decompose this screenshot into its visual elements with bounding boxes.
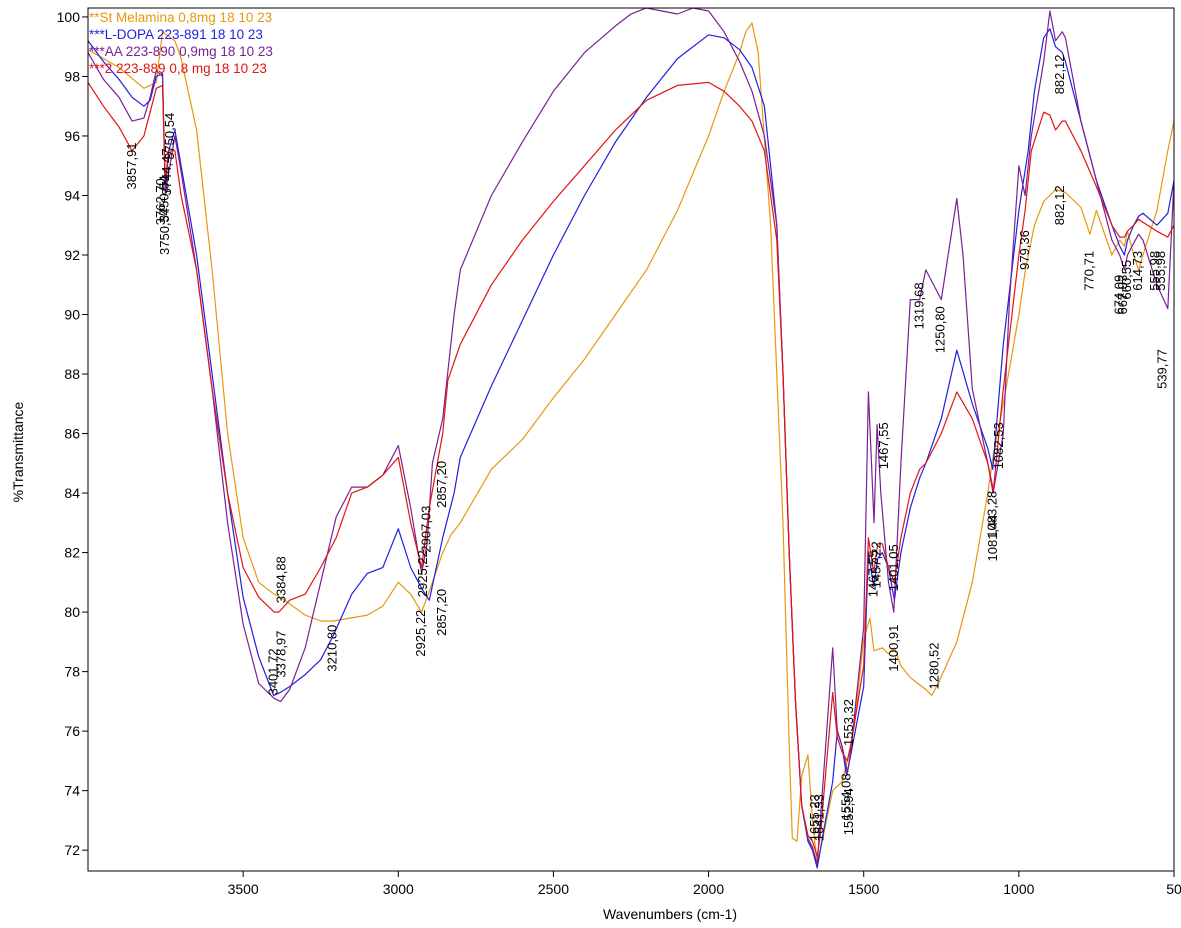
series-lines <box>88 8 1174 869</box>
peak-label: 2857,20 <box>434 589 449 636</box>
peak-label: 539,77 <box>1155 349 1170 389</box>
peak-label: 1319,68 <box>911 282 926 329</box>
y-tick-label: 84 <box>64 485 80 501</box>
peak-label: 1553,32 <box>841 699 856 746</box>
peak-label: 555,98 <box>1153 251 1168 291</box>
y-tick-label: 88 <box>64 366 80 382</box>
y-tick-label: 82 <box>64 545 80 561</box>
peak-label: 3762,70 <box>153 178 168 225</box>
series-line <box>88 22 1174 866</box>
series-line <box>88 28 1174 869</box>
x-axis-title: Wavenumbers (cm-1) <box>603 906 737 922</box>
x-tick-label: 50 <box>1166 881 1181 897</box>
x-tick-label: 2500 <box>538 881 569 897</box>
legend-entry: ***2 223-889 0,8 mg 18 10 23 <box>89 61 267 76</box>
peak-label: 2925,22 <box>415 550 430 597</box>
peak-label: 882,12 <box>1052 185 1067 225</box>
y-tick-label: 96 <box>64 128 80 144</box>
peak-label: 1467,55 <box>865 550 880 597</box>
legend-entry: **St Melamina 0,8mg 18 10 23 <box>89 10 272 25</box>
series-line <box>88 8 1174 866</box>
x-tick-label: 3500 <box>228 881 259 897</box>
peak-label: 3750,54 <box>157 208 172 255</box>
peak-label: 3750,54 <box>157 175 172 222</box>
y-axis-title: %Transmittance <box>10 401 26 502</box>
peak-label: 3210,80 <box>325 625 340 672</box>
y-tick-label: 94 <box>64 187 80 203</box>
peak-label: 674,09 <box>1111 275 1126 315</box>
peak-label: 1457,22 <box>869 541 884 588</box>
axes-frame: 3500 3000 2500 2000 1500 1000 50 72 74 76 78 80 82 84… <box>57 7 1181 897</box>
peak-label: 770,71 <box>1082 251 1097 291</box>
peak-label: 1250,80 <box>933 306 948 353</box>
x-tick-label: 3000 <box>383 881 414 897</box>
y-tick-label: 74 <box>64 783 80 799</box>
peak-label: 1082,53 <box>991 422 1006 469</box>
y-tick-label: 100 <box>57 9 81 25</box>
peak-label: 1083,28 <box>985 491 1000 538</box>
x-tick-label: 1000 <box>1003 881 1034 897</box>
y-tick-label: 98 <box>64 68 80 84</box>
legend: **St Melamina 0,8mg 18 10 23 ***L-DOPA 22… <box>89 10 273 76</box>
peak-label: 3750,54 <box>162 113 177 160</box>
peak-label: 1081,44 <box>985 515 1000 562</box>
peak-label: 1467,55 <box>876 422 891 469</box>
y-tick-label: 76 <box>64 723 80 739</box>
x-tick-label: 2000 <box>693 881 724 897</box>
y-tick-label: 80 <box>64 604 80 620</box>
legend-entry: ***L-DOPA 223-891 18 10 23 <box>89 27 263 42</box>
peak-label: 614,73 <box>1130 251 1145 291</box>
y-tick-label: 92 <box>64 247 80 263</box>
x-tick-label: 1500 <box>848 881 879 897</box>
peak-label: 2925,22 <box>413 610 428 657</box>
y-tick-label: 90 <box>64 307 80 323</box>
peak-label: 3401,72 <box>265 648 280 695</box>
y-tick-label: 78 <box>64 664 80 680</box>
peak-label: 3857,91 <box>124 143 139 190</box>
peak-label: 667,03 <box>1115 275 1130 315</box>
y-tick-label: 72 <box>64 842 80 858</box>
peak-label: 555,98 <box>1147 251 1162 291</box>
peak-label: 3744,47 <box>159 149 174 196</box>
peak-label: 1655,23 <box>807 794 822 841</box>
peak-label: 1401,05 <box>886 544 901 591</box>
peak-label: 979,36 <box>1017 230 1032 270</box>
peak-label: 1400,91 <box>886 625 901 672</box>
peak-label: 3378,97 <box>273 631 288 678</box>
peak-label: 1641,33 <box>811 794 826 841</box>
series-line <box>88 81 1174 857</box>
peak-label: 1280,52 <box>927 643 942 690</box>
peak-label: 2907,03 <box>419 506 434 553</box>
legend-entry: ***AA 223-890 0,9mg 18 10 23 <box>89 44 273 59</box>
peak-labels: 3857,913762,703750,543750,543744,473750,… <box>124 55 1170 842</box>
peak-label: 2857,20 <box>434 461 449 508</box>
peak-label: 1552,94 <box>841 788 856 835</box>
peak-label: 660,55 <box>1119 260 1134 300</box>
plot-frame <box>87 7 1175 872</box>
peak-label: 3384,88 <box>273 556 288 603</box>
peak-label: 1554,08 <box>838 773 853 820</box>
y-tick-label: 86 <box>64 426 80 442</box>
peak-label: 882,12 <box>1052 55 1067 95</box>
